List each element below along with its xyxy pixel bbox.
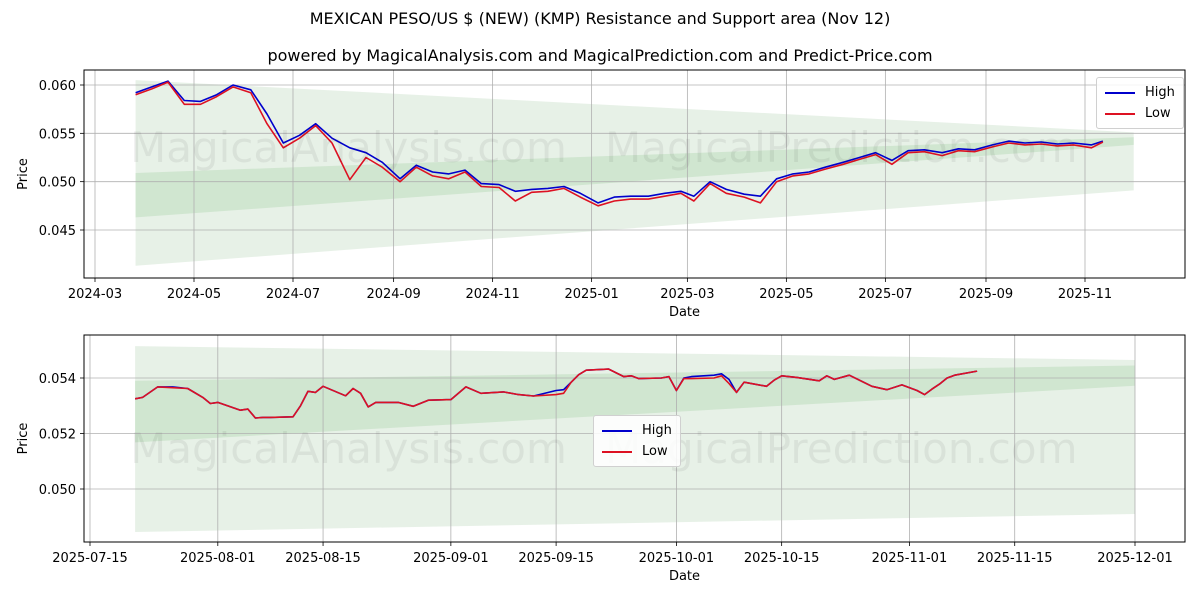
- x-tick-label: 2024-03: [68, 287, 122, 302]
- high-line: [135, 80, 1104, 204]
- x-tick-label: 2025-07: [858, 287, 912, 302]
- x-tick-label: 2025-08-01: [180, 551, 256, 566]
- low-line: [134, 368, 978, 419]
- watermark: MagicalPrediction.com: [605, 123, 1078, 172]
- x-tick-label: 2024-11: [465, 287, 519, 302]
- x-tick-label: 2024-05: [167, 287, 221, 302]
- x-tick-label: 2025-10-15: [744, 551, 820, 566]
- legend-low-label: Low: [642, 444, 668, 459]
- x-tick-label: 2025-08-15: [285, 551, 361, 566]
- x-tick-label: 2025-09: [959, 287, 1013, 302]
- x-tick-label: 2025-03: [660, 287, 714, 302]
- x-tick-label: 2025-11: [1058, 287, 1112, 302]
- x-tick-label: 2024-09: [366, 287, 420, 302]
- x-tick-label: 2025-09-01: [413, 551, 489, 566]
- chart-title: MEXICAN PESO/US $ (NEW) (KMP) Resistance…: [309, 9, 891, 28]
- chart-subtitle: powered by MagicalAnalysis.com and Magic…: [267, 46, 933, 65]
- top-chart: 2024-03 2024-05 2024-07 2024-09 2024-11 2025-…: [16, 69, 1186, 320]
- x-tick-label: 2025-11-01: [872, 551, 948, 566]
- bottom-legend: High Low: [593, 415, 681, 467]
- y-tick-label: 0.052: [39, 428, 76, 443]
- x-tick-label: 2025-09-15: [518, 551, 594, 566]
- x-tick-label: 2025-12-01: [1097, 551, 1173, 566]
- low-line: [135, 81, 1104, 207]
- y-axis-label: Price: [16, 423, 31, 455]
- y-tick-label: 0.050: [39, 483, 76, 498]
- x-tick-label: 2025-10-01: [639, 551, 715, 566]
- top-legend: High Low: [1096, 77, 1184, 129]
- watermark: MagicalAnalysis.com: [130, 123, 567, 172]
- y-tick-label: 0.060: [39, 79, 76, 94]
- x-tick-label: 2024-07: [266, 287, 320, 302]
- watermark: MagicalPrediction.com: [605, 424, 1078, 473]
- y-tick-label: 0.045: [39, 224, 76, 239]
- legend-high-label: High: [1145, 85, 1175, 100]
- x-tick-label: 2025-01: [564, 287, 618, 302]
- x-axis-label: Date: [669, 305, 700, 320]
- inner-band: [135, 365, 1135, 443]
- high-line-swatch: [1105, 91, 1135, 94]
- x-tick-label: 2025-05: [759, 287, 813, 302]
- high-line-swatch: [602, 429, 632, 432]
- x-tick-label: 2025-11-15: [977, 551, 1053, 566]
- legend-low-label: Low: [1145, 106, 1171, 121]
- legend-high-label: High: [642, 423, 672, 438]
- y-tick-label: 0.054: [39, 372, 76, 387]
- low-line-swatch: [602, 450, 632, 453]
- y-tick-label: 0.050: [39, 176, 76, 191]
- y-axis-label: Price: [16, 158, 31, 190]
- x-tick-label: 2025-07-15: [52, 551, 128, 566]
- x-axis-label: Date: [669, 569, 700, 584]
- low-line-swatch: [1105, 112, 1135, 115]
- watermark: MagicalAnalysis.com: [130, 424, 567, 473]
- y-tick-label: 0.055: [39, 127, 76, 142]
